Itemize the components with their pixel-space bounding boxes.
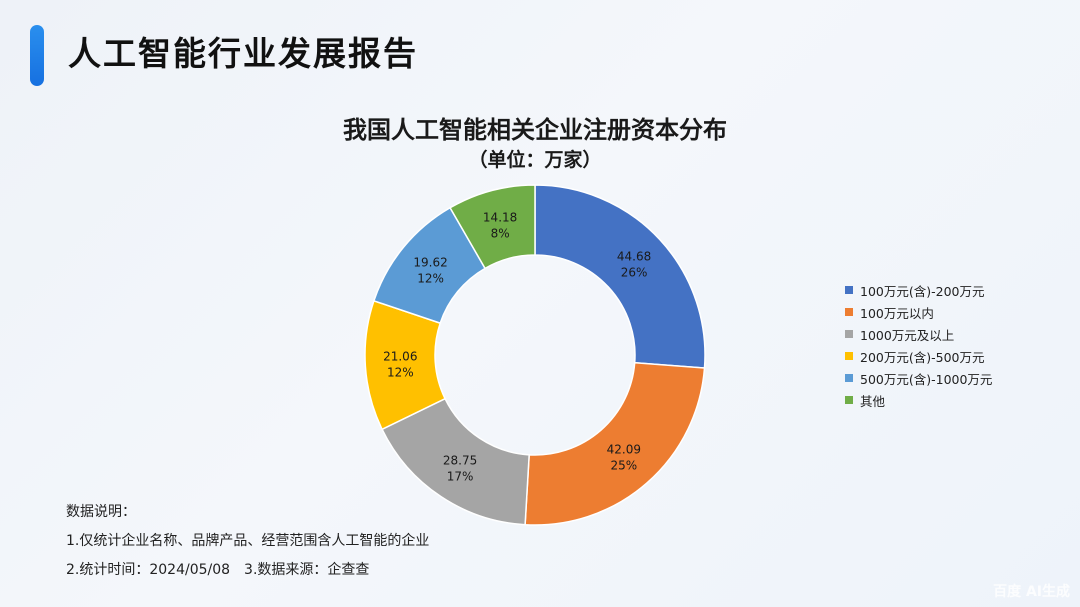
legend-item: 其他 [845,389,992,411]
legend-label: 100万元以内 [860,305,934,321]
legend-label: 500万元(含)-1000万元 [860,371,993,387]
donut-slices [364,184,706,526]
title-accent-bar [30,25,44,86]
legend-swatch-icon [845,330,853,338]
chart-title: 我国人工智能相关企业注册资本分布 [343,116,727,144]
legend-swatch-icon [845,396,853,404]
slice-percent-label: 17% [447,469,474,483]
slice-value-label: 21.06 [383,350,417,364]
legend-label: 200万元(含)-500万元 [860,349,985,365]
legend-item: 500万元(含)-1000万元 [845,367,992,389]
donut-labels: 44.68 26% 42.09 25% 28.75 17% 21.06 12% 19.62 12%… [383,211,651,484]
slice-percent-label: 26% [621,265,648,279]
legend-swatch-icon [845,352,853,360]
data-notes: 数据说明： 1.仅统计企业名称、品牌产品、经营范围含人工智能的企业 2.统计时间… [66,498,429,585]
legend-swatch-icon [845,286,853,294]
legend-label: 1000万元及以上 [860,327,955,343]
notes-heading: 数据说明： [66,504,136,520]
slice-value-label: 44.68 [617,249,651,263]
chart-subtitle: （单位：万家） [468,149,602,171]
legend-label: 100万元(含)-200万元 [860,283,985,299]
slice-percent-label: 12% [417,271,444,285]
legend-swatch-icon [845,374,853,382]
legend-item: 100万元以内 [845,301,992,323]
slice-percent-label: 8% [491,227,510,241]
slice-value-label: 14.18 [483,211,517,225]
legend-swatch-icon [845,308,853,316]
legend-item: 100万元(含)-200万元 [845,279,992,301]
legend-item: 1000万元及以上 [845,323,992,345]
slice-percent-label: 25% [610,459,637,473]
legend-label: 其他 [860,393,886,409]
legend-item: 200万元(含)-500万元 [845,345,992,367]
slice-value-label: 19.62 [413,255,447,269]
watermark: 百度 AI生成 [993,584,1070,600]
donut-slice [524,361,706,526]
slice-percent-label: 12% [387,366,414,380]
page-title: 人工智能行业发展报告 [68,34,418,73]
notes-line-2: 2.统计时间：2024/05/08 3.数据来源：企查查 [66,562,370,578]
chart-legend: 100万元(含)-200万元 100万元以内 1000万元及以上 200万元(含… [845,279,992,411]
slice-value-label: 28.75 [443,453,477,467]
notes-line-1: 1.仅统计企业名称、品牌产品、经营范围含人工智能的企业 [66,533,430,549]
donut-slice [534,184,706,369]
slice-value-label: 42.09 [607,443,641,457]
donut-slice [449,184,536,270]
